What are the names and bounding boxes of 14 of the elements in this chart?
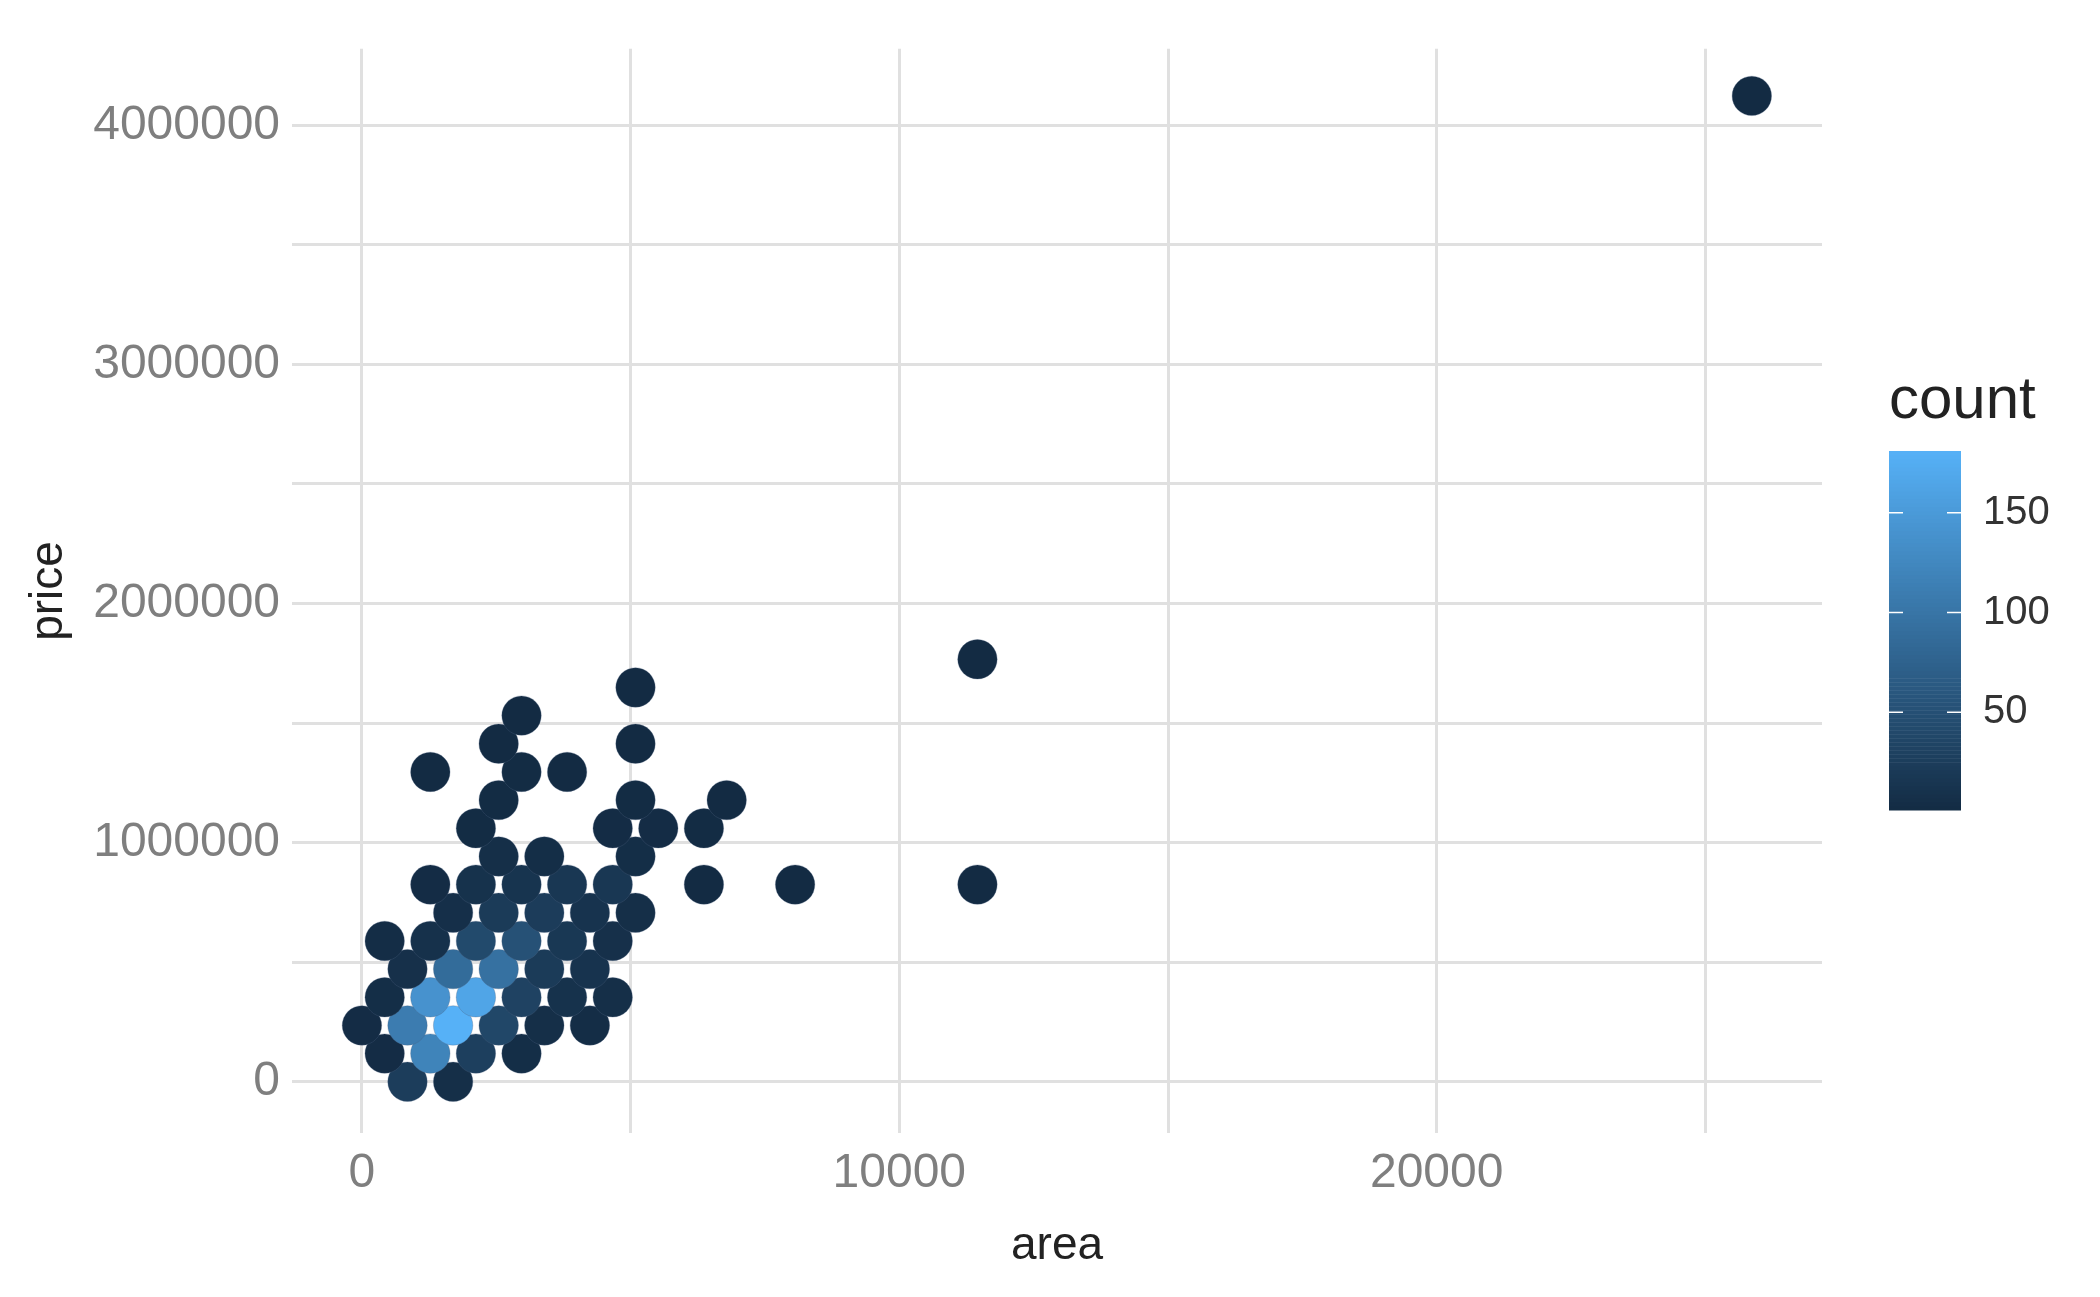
color-bar-title: count <box>1889 364 2037 431</box>
x-axis-title: area <box>1010 1217 1104 1270</box>
y-tick-label: 3000000 <box>93 334 281 388</box>
y-axis-title: price <box>20 541 73 641</box>
y-tick-label: 0 <box>253 1052 281 1106</box>
color-bar-label: 150 <box>1983 487 2050 532</box>
y-tick-label: 2000000 <box>93 573 281 627</box>
x-tick-label: 0 <box>348 1144 376 1198</box>
color-bar-label: 50 <box>1983 687 2028 732</box>
x-tick-label: 10000 <box>832 1144 967 1198</box>
y-tick-label: 1000000 <box>93 812 281 866</box>
color-bar-label: 100 <box>1983 587 2050 632</box>
y-tick-label: 4000000 <box>93 95 281 149</box>
x-tick-label: 20000 <box>1369 1144 1504 1198</box>
